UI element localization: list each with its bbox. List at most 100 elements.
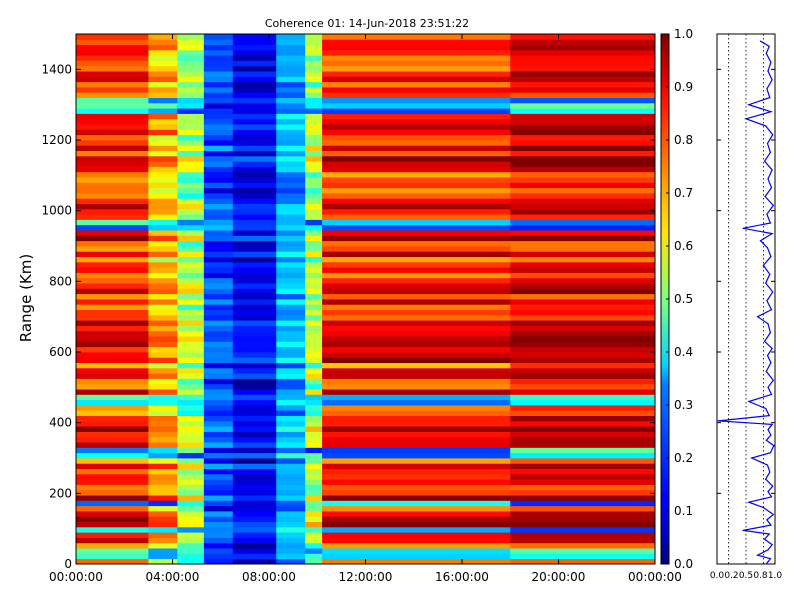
profile-point	[717, 420, 719, 422]
heatmap-cell	[305, 108, 323, 114]
heatmap-cell	[177, 473, 205, 480]
heatmap-cell	[510, 288, 656, 295]
heatmap-cell	[276, 442, 306, 448]
heatmap-cell	[148, 198, 178, 204]
heatmap-cell	[203, 352, 234, 358]
heatmap-cell	[232, 553, 277, 560]
heatmap-cell	[305, 193, 323, 199]
heatmap-cell	[203, 336, 234, 342]
heatmap-cell	[76, 198, 149, 204]
heatmap-cell	[76, 177, 149, 183]
heatmap-cell	[148, 65, 178, 72]
heatmap-cell	[276, 346, 306, 353]
heatmap-cell	[177, 553, 205, 560]
heatmap-cell	[305, 118, 323, 125]
heatmap-cell	[76, 118, 149, 125]
heatmap-cell	[510, 161, 656, 167]
x-tick-label: 00:00:00	[49, 570, 103, 584]
heatmap-cell	[232, 219, 277, 226]
heatmap-cell	[322, 140, 511, 146]
heatmap-cell	[203, 299, 234, 305]
heatmap-cell	[148, 187, 178, 194]
heatmap-cell	[322, 521, 511, 528]
heatmap-cell	[177, 171, 205, 178]
heatmap-cell	[177, 230, 205, 236]
heatmap-cell	[510, 60, 656, 67]
heatmap-cell	[305, 71, 323, 77]
heatmap-cell	[510, 548, 656, 554]
heatmap-cell	[76, 526, 149, 533]
heatmap-cell	[232, 558, 277, 565]
heatmap-cell	[305, 389, 323, 395]
heatmap-cell	[510, 230, 656, 236]
heatmap-cell	[322, 357, 511, 363]
heatmap-cell	[232, 367, 277, 374]
heatmap-cell	[276, 542, 306, 549]
y-tick-label: 200	[49, 486, 72, 500]
heatmap-cell	[203, 362, 234, 369]
heatmap-cell	[203, 532, 234, 538]
heatmap-cell	[510, 214, 656, 220]
heatmap-cell	[203, 373, 234, 379]
heatmap-cell	[177, 39, 205, 45]
heatmap-cell	[510, 71, 656, 77]
heatmap-cell	[510, 267, 656, 273]
heatmap-cell	[276, 34, 306, 40]
heatmap-cell	[232, 113, 277, 120]
colorbar-tick-label: 0.5	[674, 292, 693, 306]
heatmap-cell	[510, 76, 656, 83]
heatmap-cell	[305, 431, 323, 438]
heatmap-cell	[76, 399, 149, 406]
heatmap-cell	[232, 447, 277, 454]
heatmap-cell	[510, 203, 656, 210]
profile-point	[765, 370, 767, 372]
heatmap-cell	[232, 39, 277, 45]
heatmap-cell	[177, 150, 205, 157]
heatmap-cell	[76, 442, 149, 448]
heatmap-cell	[148, 362, 178, 369]
heatmap-cell	[276, 97, 306, 104]
heatmap-cell	[305, 161, 323, 167]
heatmap-cell	[148, 410, 178, 416]
profile-point	[770, 111, 772, 113]
heatmap-cell	[510, 389, 656, 395]
heatmap-cell	[322, 489, 511, 496]
heatmap-cell	[148, 357, 178, 363]
heatmap-cell	[305, 447, 323, 454]
heatmap-cell	[510, 34, 656, 40]
heatmap-cell	[232, 55, 277, 61]
profile-x-tick-label: 1.0	[768, 571, 783, 581]
heatmap-cell	[322, 436, 511, 443]
heatmap-cell	[177, 288, 205, 295]
heatmap-cell	[510, 383, 656, 390]
heatmap-cell	[232, 394, 277, 401]
heatmap-cell	[232, 399, 277, 406]
heatmap-cell	[305, 219, 323, 226]
heatmap-cell	[510, 558, 656, 565]
heatmap-cell	[203, 230, 234, 236]
heatmap-cell	[510, 272, 656, 279]
heatmap-cell	[305, 134, 323, 141]
heatmap-cell	[76, 447, 149, 454]
heatmap-cell	[148, 97, 178, 104]
heatmap-cell	[177, 251, 205, 257]
heatmap-cell	[148, 426, 178, 432]
heatmap-cell	[203, 346, 234, 353]
heatmap-cell	[76, 155, 149, 162]
heatmap-cell	[76, 420, 149, 427]
heatmap-cell	[510, 537, 656, 544]
heatmap-cell	[276, 145, 306, 151]
heatmap-cell	[177, 155, 205, 162]
heatmap-cell	[232, 341, 277, 348]
heatmap-cell	[76, 71, 149, 77]
heatmap-cell	[148, 495, 178, 501]
heatmap-cell	[148, 341, 178, 348]
heatmap-cell	[177, 468, 205, 475]
heatmap-cell	[177, 198, 205, 204]
heatmap-cell	[177, 309, 205, 316]
heatmap-cell	[232, 288, 277, 295]
heatmap-cell	[276, 330, 306, 337]
heatmap-cell	[232, 458, 277, 464]
heatmap-cell	[177, 145, 205, 151]
profile-point	[769, 97, 771, 99]
